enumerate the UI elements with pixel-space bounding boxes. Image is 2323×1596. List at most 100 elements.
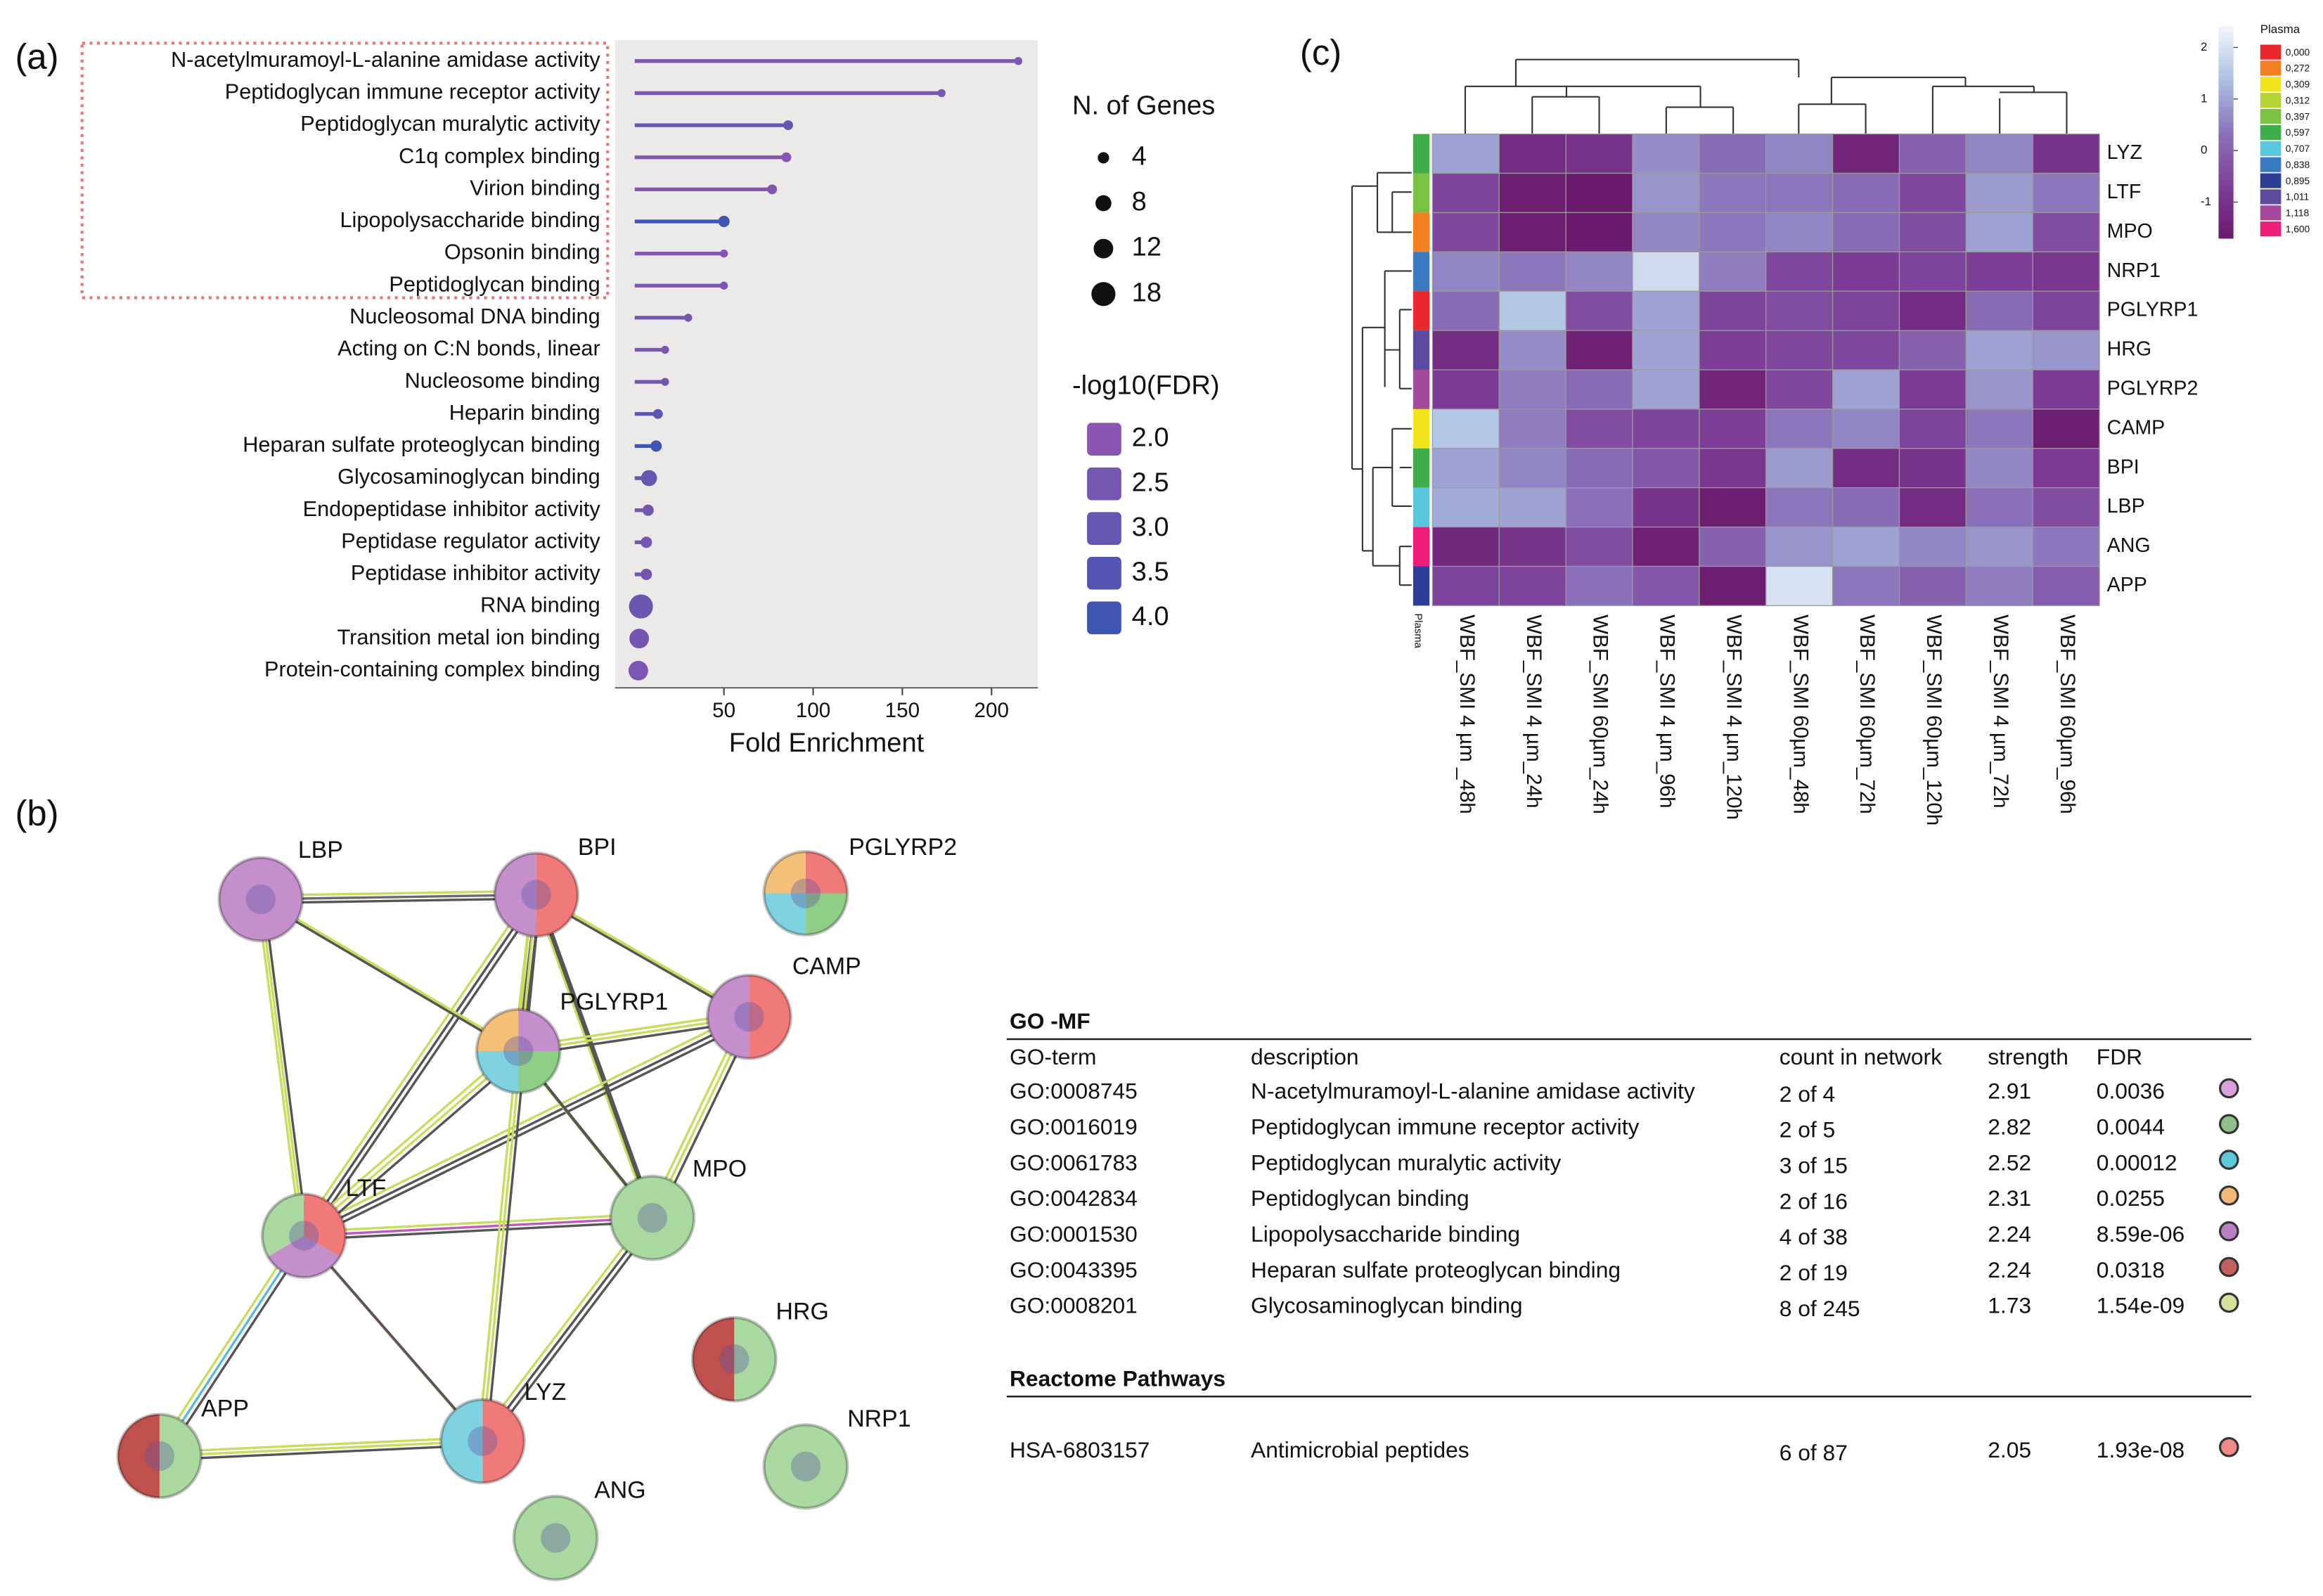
annotation-label: Plasma: [1412, 613, 1423, 648]
heatmap-cell: [1832, 369, 1900, 410]
colorbar-step: [2218, 63, 2234, 70]
color-legend-label: 3.5: [1132, 557, 1169, 586]
network-node-segment: [764, 893, 806, 935]
network-edge: [307, 1053, 523, 1241]
x-tick-label: 100: [796, 699, 830, 722]
heatmap-cell: [1832, 408, 1900, 449]
node-label: MPO: [693, 1155, 747, 1182]
network-edge: [255, 895, 302, 1233]
network-node-ring: [116, 1412, 203, 1500]
annotation-cell: [1413, 448, 1430, 488]
network-edge: [260, 898, 520, 1053]
protein-structure: [521, 880, 551, 910]
category-label: Lipopolysaccharide binding: [340, 207, 600, 232]
network-node-ring: [762, 1423, 849, 1510]
category-label: Heparin binding: [449, 400, 600, 425]
colorbar-step: [2218, 163, 2234, 170]
network-node-ring: [690, 1315, 778, 1403]
heatmap-cell: [1431, 330, 1500, 371]
network-edge: [485, 1221, 657, 1446]
category-label: Glycosaminoglycan binding: [337, 464, 600, 489]
annotation-legend-label: 0,309: [2286, 79, 2310, 90]
heatmap-cell: [1765, 172, 1834, 214]
heatmap-cell: [1565, 448, 1633, 489]
colorbar-step: [2218, 79, 2234, 86]
heatmap-cell: [1431, 369, 1500, 410]
network-node: [610, 1176, 695, 1260]
table-cell: 3 of 15: [1780, 1153, 1848, 1178]
row-label: PGLYRP1: [2107, 299, 2199, 321]
network-edge: [303, 1015, 750, 1237]
network-edge: [539, 898, 657, 1223]
heatmap-cell: [1898, 172, 1967, 214]
colorbar-step: [2218, 179, 2234, 186]
size-legend-label: 8: [1132, 187, 1147, 217]
table-cell: GO:0043395: [1010, 1257, 1138, 1282]
x-tick-label: 50: [712, 699, 735, 722]
color-legend-swatch: [1087, 512, 1121, 546]
network-edge: [155, 1231, 302, 1453]
network-edge: [264, 901, 523, 1056]
heatmap-cell: [1632, 133, 1700, 174]
network-edge: [307, 1019, 754, 1241]
heatmap-cell: [2032, 172, 2100, 214]
row-label: NRP1: [2107, 259, 2161, 282]
size-legend-dot: [1098, 152, 1109, 164]
network-node-segment: [476, 1009, 519, 1051]
network-edge: [531, 890, 650, 1215]
heatmap-cell: [1765, 251, 1834, 292]
network-node-ring: [217, 856, 304, 943]
node-label: PGLYRP2: [849, 834, 957, 861]
heatmap-cell: [1898, 290, 1967, 331]
network-node-ring: [512, 1495, 599, 1581]
table-cell: GO:0042834: [1010, 1185, 1138, 1211]
category-label: Heparan sulfate proteoglycan binding: [243, 432, 600, 457]
colorbar-step: [2218, 127, 2234, 134]
network-edge: [482, 1217, 654, 1442]
table-cell: 2.91: [1988, 1079, 2031, 1104]
heatmap-cell: [1699, 448, 1767, 489]
heatmap-cell: [1498, 526, 1566, 567]
table-cell: 2 of 5: [1780, 1117, 1835, 1143]
protein-structure: [468, 1426, 498, 1456]
node-label: LTF: [346, 1175, 387, 1202]
heatmap-cell: [1431, 251, 1500, 292]
colorbar-step: [2218, 58, 2234, 65]
row-label: CAMP: [2107, 416, 2166, 439]
node-label: LBP: [298, 837, 343, 863]
heatmap-cell: [1965, 448, 2033, 489]
heatmap-cell: [1431, 290, 1500, 331]
network-node-segment: [805, 851, 848, 894]
network-node-segment: [707, 974, 749, 1059]
category-label: Acting on C:N bonds, linear: [337, 336, 600, 361]
table-marker: [2218, 1114, 2239, 1135]
heatmap-cell: [1965, 487, 2033, 528]
table-cell: 0.0036: [2097, 1079, 2165, 1104]
table-marker: [2218, 1436, 2239, 1457]
colorbar-step: [2218, 206, 2234, 212]
table-cell: Lipopolysaccharide binding: [1251, 1221, 1520, 1247]
lollipop-dot: [641, 568, 652, 580]
color-legend-label: 2.5: [1132, 468, 1169, 497]
colorbar-step: [2218, 121, 2234, 128]
category-label: Peptidoglycan immune receptor activity: [225, 79, 601, 104]
network-node-segment: [518, 1009, 560, 1051]
table-header: GO-term: [1010, 1044, 1096, 1069]
network-edge: [256, 894, 515, 1049]
category-label: N-acetylmuramoyl-L-alanine amidase activ…: [171, 47, 600, 72]
network-edge: [162, 1238, 309, 1461]
annotation-legend-label: 0,895: [2286, 176, 2310, 186]
table-cell: GO:0008201: [1010, 1293, 1138, 1318]
annotation-cell: [1413, 566, 1430, 606]
row-label: LYZ: [2107, 141, 2142, 164]
network-edge: [260, 893, 536, 901]
lollipop-dot: [629, 629, 650, 649]
table-cell: 2.52: [1988, 1150, 2031, 1175]
heatmap-cell: [1765, 526, 1834, 567]
network-edge: [300, 1012, 746, 1233]
heatmap-cell: [1632, 526, 1700, 567]
heatmap-cell: [2032, 251, 2100, 292]
colorbar-step: [2218, 100, 2234, 107]
colorbar-step: [2218, 184, 2234, 191]
network-edge: [163, 1443, 487, 1461]
